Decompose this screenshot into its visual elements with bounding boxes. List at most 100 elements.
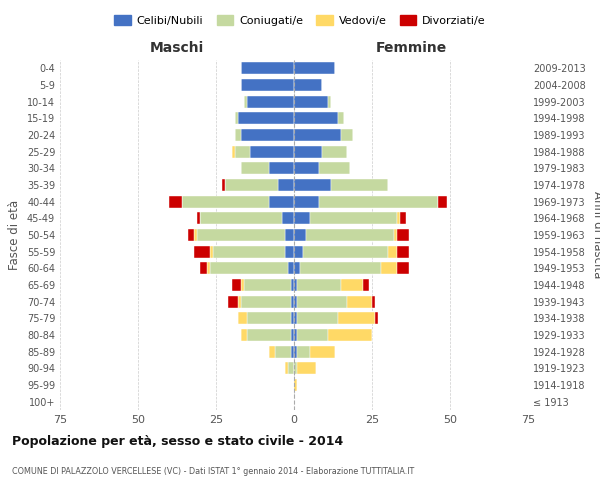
Bar — [294, 246, 304, 258]
Bar — [331, 179, 388, 191]
Bar — [297, 279, 341, 291]
Bar — [247, 312, 291, 324]
Bar — [235, 146, 250, 158]
Bar — [297, 312, 338, 324]
Bar — [297, 329, 328, 341]
Bar — [269, 196, 294, 207]
Bar — [310, 346, 335, 358]
Bar — [328, 96, 331, 108]
Bar — [294, 62, 335, 74]
Y-axis label: Fasce di età: Fasce di età — [8, 200, 21, 270]
Bar — [294, 162, 319, 174]
Bar — [338, 112, 344, 124]
Bar — [297, 296, 347, 308]
Bar — [241, 279, 244, 291]
Bar — [291, 312, 294, 324]
Bar — [244, 279, 291, 291]
Bar — [322, 146, 347, 158]
Bar — [388, 246, 397, 258]
Bar — [304, 246, 388, 258]
Text: COMUNE DI PALAZZOLO VERCELLESE (VC) - Dati ISTAT 1° gennaio 2014 - Elaborazione : COMUNE DI PALAZZOLO VERCELLESE (VC) - Da… — [12, 468, 414, 476]
Bar — [294, 129, 341, 141]
Bar — [269, 346, 275, 358]
Bar — [241, 329, 247, 341]
Bar — [341, 129, 353, 141]
Bar — [244, 96, 247, 108]
Legend: Celibi/Nubili, Coniugati/e, Vedovi/e, Divorziati/e: Celibi/Nubili, Coniugati/e, Vedovi/e, Di… — [110, 10, 490, 30]
Bar — [372, 296, 375, 308]
Bar — [197, 229, 284, 241]
Bar — [294, 279, 297, 291]
Bar — [294, 229, 307, 241]
Bar — [200, 212, 281, 224]
Bar — [397, 212, 400, 224]
Bar — [294, 179, 331, 191]
Bar — [241, 62, 294, 74]
Bar — [232, 279, 241, 291]
Bar — [319, 162, 350, 174]
Bar — [294, 212, 310, 224]
Bar — [300, 262, 382, 274]
Bar — [194, 246, 210, 258]
Bar — [188, 229, 194, 241]
Bar — [294, 146, 322, 158]
Bar — [294, 96, 328, 108]
Bar — [362, 279, 369, 291]
Bar — [241, 162, 269, 174]
Bar — [182, 196, 269, 207]
Bar — [294, 296, 297, 308]
Bar — [294, 79, 322, 91]
Bar — [235, 129, 241, 141]
Bar — [197, 212, 200, 224]
Text: Femmine: Femmine — [376, 41, 446, 55]
Bar — [241, 79, 294, 91]
Bar — [397, 262, 409, 274]
Bar — [294, 262, 300, 274]
Bar — [284, 362, 288, 374]
Bar — [250, 146, 294, 158]
Bar — [288, 262, 294, 274]
Bar — [288, 362, 294, 374]
Bar — [222, 179, 226, 191]
Bar — [375, 312, 378, 324]
Bar — [328, 329, 372, 341]
Bar — [294, 329, 297, 341]
Bar — [275, 346, 291, 358]
Bar — [382, 262, 397, 274]
Bar — [291, 346, 294, 358]
Bar — [284, 246, 294, 258]
Bar — [213, 246, 284, 258]
Bar — [232, 146, 235, 158]
Bar — [241, 296, 291, 308]
Bar — [194, 229, 197, 241]
Bar — [238, 112, 294, 124]
Text: Maschi: Maschi — [150, 41, 204, 55]
Bar — [291, 329, 294, 341]
Bar — [400, 212, 406, 224]
Bar — [294, 379, 297, 391]
Bar — [210, 246, 213, 258]
Bar — [338, 312, 375, 324]
Bar — [291, 296, 294, 308]
Bar — [297, 362, 316, 374]
Bar — [278, 179, 294, 191]
Bar — [238, 312, 247, 324]
Bar — [294, 346, 297, 358]
Bar — [169, 196, 182, 207]
Bar — [226, 179, 278, 191]
Bar — [284, 229, 294, 241]
Bar — [294, 362, 297, 374]
Bar — [281, 212, 294, 224]
Bar — [397, 246, 409, 258]
Bar — [241, 129, 294, 141]
Bar — [307, 229, 394, 241]
Bar — [206, 262, 210, 274]
Bar — [319, 196, 437, 207]
Bar — [394, 229, 397, 241]
Bar — [200, 262, 206, 274]
Bar — [341, 279, 362, 291]
Bar — [235, 112, 238, 124]
Bar — [238, 296, 241, 308]
Bar — [294, 312, 297, 324]
Y-axis label: Anni di nascita: Anni di nascita — [591, 192, 600, 278]
